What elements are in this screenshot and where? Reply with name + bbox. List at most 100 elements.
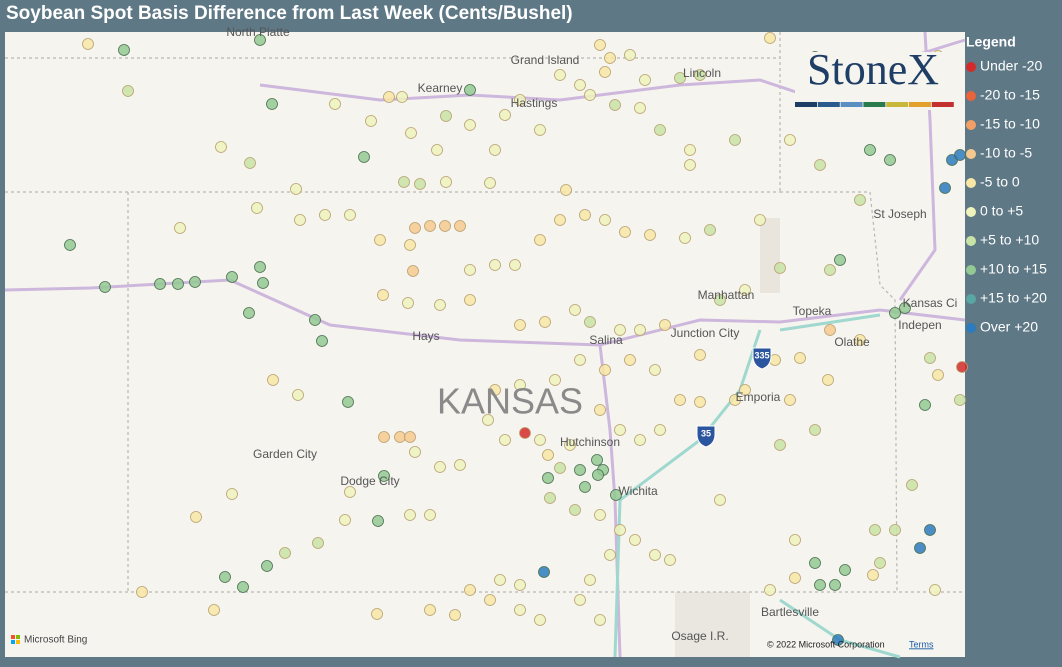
legend-swatch (966, 323, 976, 333)
location-dot (290, 183, 302, 195)
location-dot (402, 297, 414, 309)
location-dot (464, 84, 476, 96)
location-dot (489, 384, 501, 396)
shield-label: 335 (754, 350, 769, 360)
location-dot (136, 586, 148, 598)
place-label: Indepen (898, 318, 941, 332)
location-dot (599, 66, 611, 78)
location-dot (190, 511, 202, 523)
location-dot (489, 259, 501, 271)
location-dot (226, 488, 238, 500)
location-dot (374, 234, 386, 246)
legend-label: -10 to -5 (980, 145, 1032, 161)
location-dot (267, 374, 279, 386)
location-dot (424, 509, 436, 521)
location-dot (365, 115, 377, 127)
location-dot (440, 110, 452, 122)
location-dot (99, 281, 111, 293)
location-dot (674, 394, 686, 406)
location-dot (482, 414, 494, 426)
location-dot (814, 159, 826, 171)
location-dot (514, 94, 526, 106)
location-dot (639, 74, 651, 86)
logo-bar-segment (909, 102, 931, 107)
location-dot (431, 144, 443, 156)
location-dot (414, 178, 426, 190)
location-dot (514, 379, 526, 391)
location-dot (377, 289, 389, 301)
location-dot (329, 98, 341, 110)
location-dot (604, 52, 616, 64)
location-dot (514, 604, 526, 616)
location-dot (814, 579, 826, 591)
location-dot (592, 469, 604, 481)
legend-label: +15 to +20 (980, 290, 1047, 306)
location-dot (619, 226, 631, 238)
location-dot (609, 99, 621, 111)
location-dot (714, 294, 726, 306)
location-dot (118, 44, 130, 56)
legend-swatch (966, 236, 976, 246)
interstate-shield (696, 425, 716, 448)
location-dot (929, 584, 941, 596)
location-dot (409, 222, 421, 234)
interstate-shield (752, 347, 772, 370)
location-dot (679, 232, 691, 244)
location-dot (312, 537, 324, 549)
terms-link[interactable]: Terms (909, 639, 934, 649)
logo-box (795, 52, 955, 110)
location-dot (319, 209, 331, 221)
title: Soybean Spot Basis Difference from Last … (6, 3, 573, 24)
location-dot (554, 214, 566, 226)
location-dot (294, 214, 306, 226)
location-dot (542, 472, 554, 484)
location-dot (554, 69, 566, 81)
location-dot (464, 264, 476, 276)
place-label: Hastings (511, 96, 558, 110)
location-dot (251, 202, 263, 214)
location-dot (614, 524, 626, 536)
location-dot (534, 234, 546, 246)
location-dot (634, 102, 646, 114)
location-dot (509, 259, 521, 271)
location-dot (538, 566, 550, 578)
location-dot (654, 124, 666, 136)
location-dot (624, 49, 636, 61)
logo-bar-segment (886, 102, 909, 107)
location-dot (154, 278, 166, 290)
ms-logo (16, 635, 20, 639)
location-dot (924, 352, 936, 364)
legend-swatch (966, 91, 976, 101)
location-dot (539, 316, 551, 328)
location-dot (398, 176, 410, 188)
location-dot (599, 214, 611, 226)
location-dot (574, 354, 586, 366)
legend-title: Legend (966, 34, 1016, 50)
location-dot (208, 604, 220, 616)
location-dot (956, 361, 968, 373)
legend-swatch (966, 178, 976, 188)
location-dot (924, 524, 936, 536)
location-dot (514, 579, 526, 591)
location-dot (610, 489, 622, 501)
location-dot (534, 614, 546, 626)
location-dot (624, 354, 636, 366)
location-dot (519, 427, 531, 439)
location-dot (407, 265, 419, 277)
legend-label: Over +20 (980, 319, 1038, 335)
location-dot (499, 109, 511, 121)
location-dot (764, 32, 776, 44)
logo: StoneX (807, 45, 939, 94)
location-dot (932, 369, 944, 381)
location-dot (829, 579, 841, 591)
logo-bar-segment (817, 102, 840, 107)
location-dot (574, 464, 586, 476)
location-dot (729, 134, 741, 146)
legend-swatch (966, 62, 976, 72)
location-dot (914, 542, 926, 554)
location-dot (954, 149, 966, 161)
logo-bar-segment (840, 102, 863, 107)
location-dot (824, 324, 836, 336)
location-dot (409, 446, 421, 458)
